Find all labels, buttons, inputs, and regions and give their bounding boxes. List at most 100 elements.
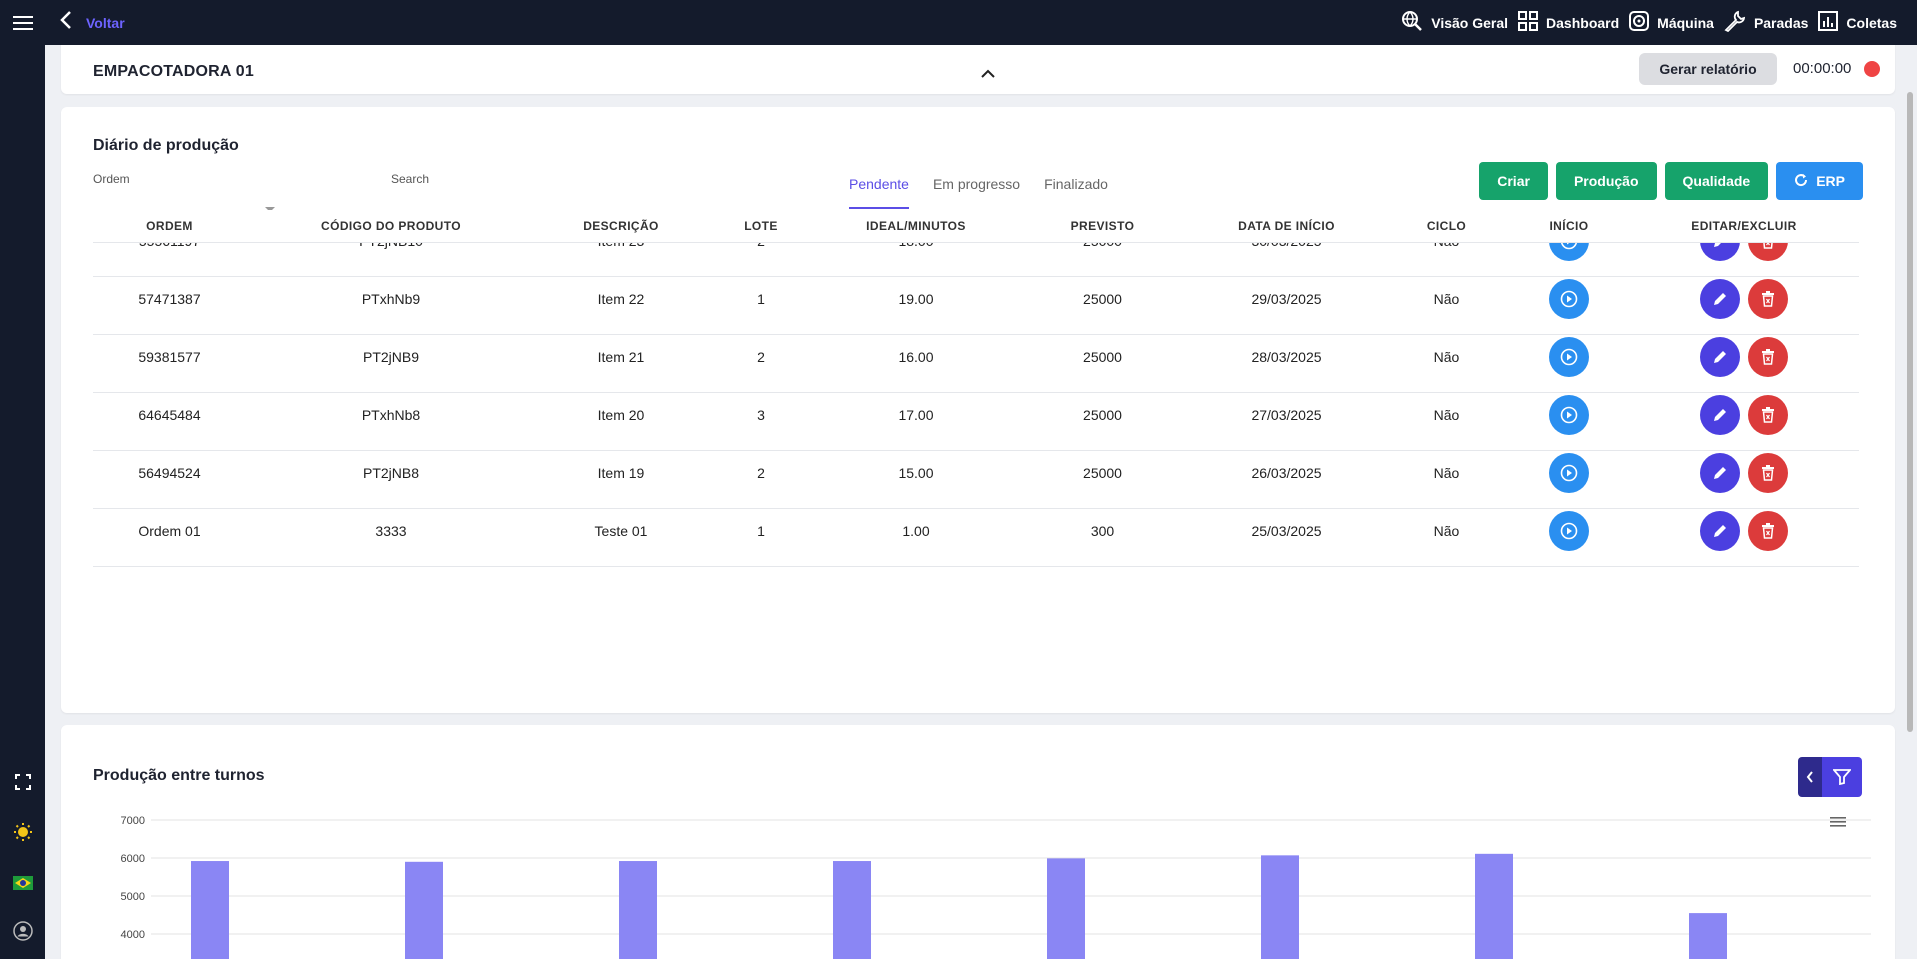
- chevron-left-icon[interactable]: [1798, 757, 1822, 797]
- ideal-minutes-cell: 1.00: [902, 523, 930, 539]
- y-tick-label: 6000: [121, 853, 145, 865]
- chart-bar[interactable]: [619, 861, 657, 959]
- chart-bar[interactable]: [405, 861, 443, 959]
- machine-header-card: EMPACOTADORA 01 Gerar relatório 00:00:00: [61, 45, 1895, 94]
- column-header[interactable]: DESCRIÇÃO: [583, 219, 659, 233]
- order-select[interactable]: Ordem: [93, 172, 283, 219]
- lot-cell: 2: [757, 349, 765, 365]
- chart-menu-icon[interactable]: [1830, 815, 1846, 833]
- start-cell: [1509, 337, 1629, 377]
- nav-coletas[interactable]: Coletas: [1818, 11, 1897, 34]
- order-cell: 64645484: [138, 407, 201, 423]
- table-row: 64645484 PTxhNb8 Item 20 3 17.00 25000 27/03/2…: [93, 380, 1859, 451]
- start-date-cell: 27/03/2025: [1251, 407, 1322, 423]
- hamburger-menu-icon[interactable]: [0, 0, 45, 45]
- sidebar: [0, 45, 45, 959]
- trash-icon[interactable]: [1748, 511, 1788, 551]
- nav-label: Paradas: [1753, 14, 1809, 31]
- nav-label: Coletas: [1846, 14, 1897, 31]
- back-label: Voltar: [86, 14, 125, 31]
- column-header[interactable]: CICLO: [1426, 219, 1467, 233]
- play-icon[interactable]: [1549, 279, 1589, 319]
- pencil-icon[interactable]: [1700, 395, 1740, 435]
- column-header[interactable]: INÍCIO: [1549, 219, 1589, 233]
- edit-delete-cell: [1629, 279, 1859, 319]
- y-tick-label: 4000: [121, 929, 145, 941]
- nav-label: Visão Geral: [1431, 14, 1509, 31]
- ideal-minutes-cell: 16.00: [898, 349, 934, 365]
- lot-cell: 1: [757, 291, 765, 307]
- tab-finalizado[interactable]: Finalizado: [1044, 176, 1108, 192]
- generate-report-button[interactable]: Gerar relatório: [1639, 53, 1777, 85]
- chart-bar[interactable]: [1047, 858, 1085, 959]
- start-date-cell: 28/03/2025: [1251, 349, 1322, 365]
- nav-label: Dashboard: [1546, 14, 1620, 31]
- column-header[interactable]: ORDEM: [146, 219, 193, 233]
- erp-label: ERP: [1816, 173, 1845, 189]
- chart-bar[interactable]: [1261, 855, 1299, 959]
- tab-pendente[interactable]: Pendente: [849, 167, 909, 209]
- start-cell: [1509, 395, 1629, 435]
- caret-down-icon: [265, 207, 275, 212]
- pencil-icon[interactable]: [1700, 511, 1740, 551]
- table-row: 56494524 PT2jNB8 Item 19 2 15.00 25000 26/03/2…: [93, 438, 1859, 509]
- description-cell: Item 20: [597, 407, 645, 423]
- ideal-minutes-cell: 17.00: [898, 407, 934, 423]
- lot-cell: 2: [757, 465, 765, 481]
- column-header[interactable]: DATA DE INÍCIO: [1238, 219, 1335, 233]
- timer: 00:00:00: [1793, 60, 1852, 77]
- column-header[interactable]: LOTE: [744, 219, 778, 233]
- forecast-cell: 25000: [1083, 349, 1122, 365]
- quality-button[interactable]: Qualidade: [1664, 162, 1769, 200]
- nav-paradas[interactable]: Paradas: [1724, 10, 1808, 35]
- search-field[interactable]: Search: [391, 172, 581, 219]
- fullscreen-icon[interactable]: [10, 769, 35, 794]
- play-icon[interactable]: [1549, 395, 1589, 435]
- grid-icon: [1518, 11, 1539, 34]
- trash-icon[interactable]: [1748, 453, 1788, 493]
- erp-button[interactable]: ERP: [1776, 162, 1863, 200]
- create-button[interactable]: Criar: [1479, 162, 1548, 200]
- product-code-cell: PT2jNB9: [362, 349, 420, 365]
- play-icon[interactable]: [1549, 453, 1589, 493]
- trash-icon[interactable]: [1748, 337, 1788, 377]
- page-scrollbar[interactable]: [1907, 92, 1913, 732]
- pencil-icon[interactable]: [1700, 453, 1740, 493]
- edit-delete-cell: [1629, 511, 1859, 551]
- chart-bar[interactable]: [191, 861, 229, 959]
- chart-bar[interactable]: [833, 861, 871, 959]
- pencil-icon[interactable]: [1700, 279, 1740, 319]
- chart-bar[interactable]: [1689, 913, 1727, 959]
- nav-maquina[interactable]: Máquina: [1629, 11, 1714, 34]
- brazil-flag-icon[interactable]: [10, 870, 35, 895]
- chart-title: Produção entre turnos: [93, 767, 265, 784]
- table-header: ORDEM CÓDIGO DO PRODUTO DESCRIÇÃO LOTE I…: [93, 210, 1859, 243]
- nav-dashboard[interactable]: Dashboard: [1518, 11, 1619, 34]
- trash-icon[interactable]: [1748, 395, 1788, 435]
- play-icon[interactable]: [1549, 337, 1589, 377]
- play-icon[interactable]: [1549, 511, 1589, 551]
- chart-toolbar: [1798, 757, 1862, 797]
- column-header[interactable]: CÓDIGO DO PRODUTO: [321, 219, 461, 233]
- user-avatar-icon[interactable]: [10, 918, 35, 943]
- sun-theme-icon[interactable]: [10, 819, 35, 844]
- forecast-cell: 300: [1090, 523, 1115, 539]
- production-button[interactable]: Produção: [1555, 162, 1657, 200]
- tab-em-progresso[interactable]: Em progresso: [932, 176, 1021, 192]
- machine-title: EMPACOTADORA 01: [93, 63, 254, 80]
- column-header[interactable]: PREVISTO: [1070, 219, 1135, 233]
- chevron-up-icon[interactable]: [981, 65, 995, 83]
- back-button[interactable]: Voltar: [60, 10, 125, 35]
- column-header[interactable]: EDITAR/EXCLUIR: [1691, 219, 1797, 233]
- start-cell: [1509, 453, 1629, 493]
- cycle-cell: Não: [1433, 407, 1460, 423]
- description-cell: Item 19: [597, 465, 645, 481]
- trash-icon[interactable]: [1748, 279, 1788, 319]
- nav-visao-geral[interactable]: Visão Geral: [1401, 10, 1508, 35]
- filter-icon[interactable]: [1822, 757, 1862, 797]
- order-label: Ordem: [93, 172, 130, 186]
- column-header[interactable]: IDEAL/MINUTOS: [866, 219, 966, 233]
- pencil-icon[interactable]: [1700, 337, 1740, 377]
- chart-bar[interactable]: [1475, 853, 1513, 959]
- product-code-cell: PTxhNb9: [361, 291, 421, 307]
